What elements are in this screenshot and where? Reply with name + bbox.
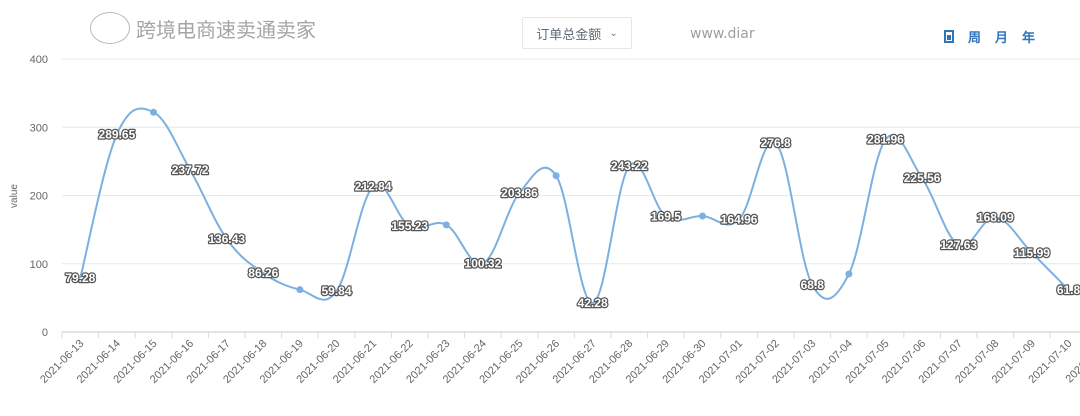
data-label: 127.63 bbox=[940, 238, 977, 252]
data-label: 61.8 bbox=[1057, 283, 1080, 297]
data-point bbox=[699, 212, 706, 220]
data-label: 136.43 bbox=[208, 232, 245, 246]
data-label: 86.26 bbox=[248, 266, 278, 280]
data-point bbox=[442, 221, 450, 229]
watermark-url: www.diar bbox=[690, 26, 755, 42]
y-tick-label: 0 bbox=[42, 327, 48, 339]
data-label: 203.86 bbox=[501, 186, 538, 200]
data-label: 276.8 bbox=[761, 136, 791, 150]
data-label: 168.09 bbox=[977, 210, 1014, 224]
data-label: 225.56 bbox=[904, 171, 941, 185]
watermark: 跨境电商速卖通卖家 bbox=[90, 12, 316, 44]
watermark-text: 跨境电商速卖通卖家 bbox=[136, 17, 316, 42]
data-label: 237.72 bbox=[172, 163, 209, 177]
data-label: 155.23 bbox=[391, 219, 428, 233]
data-label: 164.96 bbox=[721, 212, 758, 226]
data-label: 289.65 bbox=[99, 127, 136, 141]
period-switcher: 周 月 年 bbox=[944, 27, 1035, 46]
period-year[interactable]: 年 bbox=[1022, 31, 1036, 46]
data-label: 169.5 bbox=[651, 209, 681, 223]
metric-select[interactable]: 订单总金额 ⌄ bbox=[522, 17, 632, 49]
y-tick-label: 300 bbox=[30, 122, 48, 134]
data-label: 59.84 bbox=[321, 284, 351, 298]
data-point bbox=[845, 270, 853, 278]
wechat-icon bbox=[90, 12, 130, 44]
data-point bbox=[552, 172, 560, 180]
metric-select-value: 订单总金额 bbox=[536, 27, 602, 43]
y-tick-label: 400 bbox=[30, 54, 48, 66]
data-label: 243.22 bbox=[611, 159, 648, 173]
series-line bbox=[79, 107, 1070, 305]
period-month[interactable]: 月 bbox=[995, 31, 1009, 46]
data-point bbox=[150, 108, 157, 116]
data-label: 281.96 bbox=[867, 133, 904, 147]
y-axis-label: value bbox=[9, 184, 20, 208]
data-label: 79.28 bbox=[65, 271, 95, 285]
data-label: 68.8 bbox=[801, 278, 825, 292]
period-week[interactable]: 周 bbox=[968, 31, 982, 46]
chevron-down-icon: ⌄ bbox=[609, 27, 618, 39]
data-label: 212.84 bbox=[355, 180, 392, 194]
y-tick-label: 100 bbox=[30, 259, 48, 271]
data-label: 115.99 bbox=[1014, 246, 1050, 260]
calendar-icon[interactable] bbox=[944, 30, 954, 43]
data-point bbox=[296, 286, 304, 294]
data-label: 100.32 bbox=[465, 257, 502, 271]
y-tick-label: 200 bbox=[30, 191, 48, 203]
data-label: 42.28 bbox=[578, 296, 608, 310]
